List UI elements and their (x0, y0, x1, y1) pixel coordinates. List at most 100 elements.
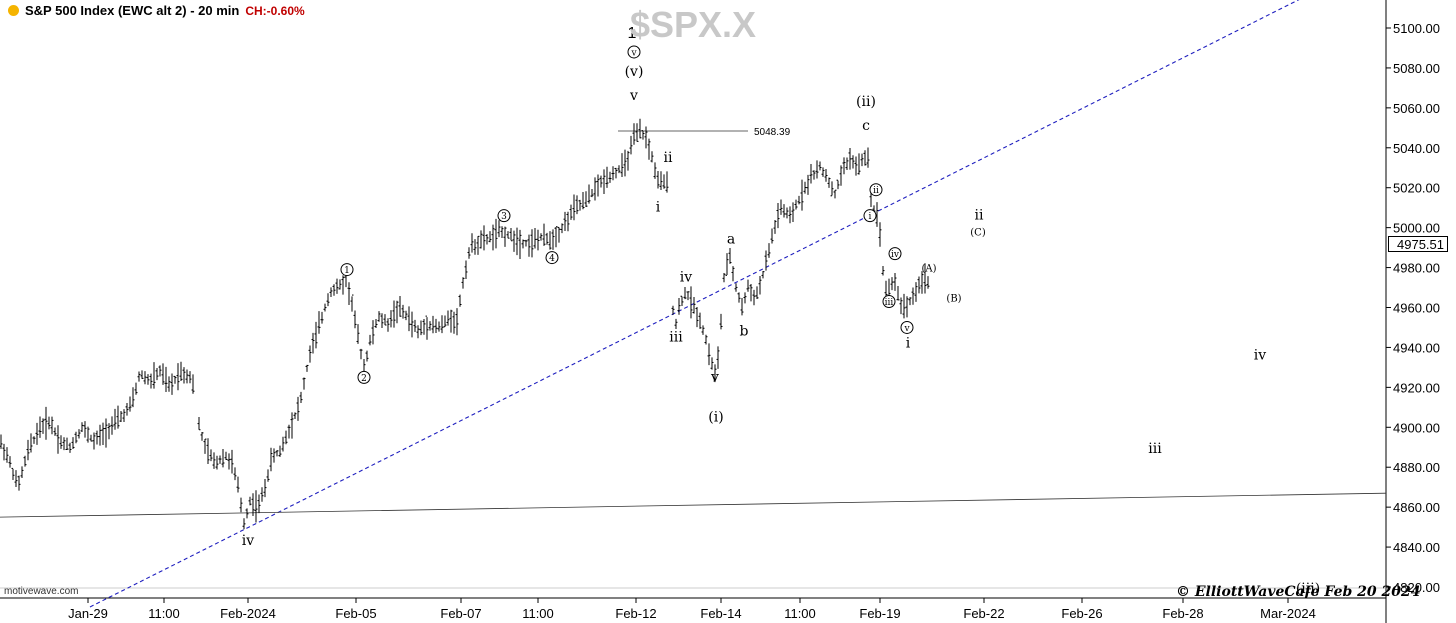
ohlc-bar (764, 250, 768, 271)
ohlc-bar (47, 416, 51, 430)
ohlc-bar (122, 409, 126, 422)
wave-label-circle (869, 183, 883, 197)
ohlc-bar (671, 305, 675, 315)
ohlc-bar (296, 396, 300, 421)
wave-label: ii (975, 208, 984, 224)
ohlc-bar (380, 313, 384, 329)
ohlc-bar (626, 150, 630, 171)
wave-label: (B) (946, 294, 961, 305)
ohlc-bar (413, 319, 417, 332)
wave-label: v (629, 88, 638, 104)
ohlc-bar (491, 224, 495, 251)
ohlc-bar (701, 325, 705, 335)
x-tick-label: Feb-05 (335, 606, 376, 621)
wave-label-circle (882, 295, 896, 309)
ohlc-bar (824, 169, 828, 182)
ohlc-bar (596, 174, 600, 197)
ohlc-bar (38, 416, 42, 438)
ohlc-bar (812, 170, 816, 180)
wave-label: c (862, 118, 870, 134)
ohlc-bar (752, 289, 756, 306)
ohlc-bar (896, 285, 900, 301)
ohlc-bar (878, 222, 882, 247)
ohlc-bar (77, 429, 81, 439)
ohlc-bar (788, 206, 792, 224)
ohlc-bar (53, 427, 57, 436)
ohlc-bar (806, 174, 810, 195)
ohlc-bar (644, 126, 648, 149)
ohlc-bar (617, 165, 621, 174)
copyright-text: © ElliottWaveCafe Feb 20 2024 (1176, 584, 1421, 600)
ohlc-bar (620, 153, 624, 177)
ohlc-bar (167, 376, 171, 392)
y-tick-label: 4820.00 (1393, 580, 1440, 595)
ohlc-bar (437, 321, 441, 332)
ohlc-bar (839, 165, 843, 186)
ohlc-bar (452, 311, 456, 334)
ohlc-bar (428, 321, 432, 331)
ohlc-bar (800, 179, 804, 211)
ohlc-bar (917, 276, 921, 294)
ohlc-bar (269, 447, 273, 472)
ohlc-bar (650, 151, 654, 163)
ohlc-bar (230, 449, 234, 474)
wave-label: iii (1148, 441, 1162, 457)
x-tick-label: Feb-28 (1162, 606, 1203, 621)
ohlc-bar (488, 231, 492, 243)
ohlc-bar (44, 406, 48, 440)
ohlc-bar (785, 207, 789, 219)
ohlc-bar (8, 456, 12, 468)
ohlc-bar (734, 283, 738, 292)
ohlc-bar (647, 138, 651, 160)
ohlc-bar (884, 280, 888, 298)
ohlc-bar (332, 284, 336, 296)
ohlc-bar (368, 334, 372, 346)
ohlc-bar (419, 320, 423, 336)
ohlc-bar (833, 189, 837, 199)
ohlc-bar (539, 233, 543, 241)
ohlc-bar (845, 157, 849, 170)
ohlc-bar (779, 199, 783, 215)
y-tick-label: 5100.00 (1393, 21, 1440, 36)
ohlc-bar (881, 265, 885, 276)
ohlc-bar (614, 167, 618, 179)
ohlc-bar (260, 487, 264, 502)
wave-label: iii (669, 329, 683, 345)
wave-label: a (727, 232, 735, 248)
ohlc-bar (914, 282, 918, 302)
ohlc-bar (494, 218, 498, 249)
y-tick-label: 4880.00 (1393, 460, 1440, 475)
ohlc-bar (407, 306, 411, 332)
ohlc-bar (98, 424, 102, 446)
wave-label-circle (888, 247, 902, 261)
ohlc-bar (713, 364, 717, 383)
ohlc-bar (56, 425, 60, 454)
x-tick-label: Feb-12 (615, 606, 656, 621)
ohlc-bar (416, 325, 420, 339)
ohlc-bar (314, 321, 318, 349)
wave-label: 1 (344, 266, 350, 276)
ohlc-bar (707, 343, 711, 366)
ohlc-bar (95, 430, 99, 445)
ohlc-bar (911, 287, 915, 305)
ohlc-bar (293, 412, 297, 419)
wave-label: b (740, 323, 749, 339)
ohlc-bar (218, 455, 222, 464)
ohlc-bar (395, 300, 399, 324)
ohlc-bar (41, 418, 45, 434)
chart-title: S&P 500 Index (EWC alt 2) - 20 min (25, 3, 240, 18)
ohlc-bar (719, 313, 723, 330)
ohlc-bar (188, 371, 192, 384)
wave-label: i (906, 335, 911, 351)
ohlc-bar (902, 293, 906, 319)
ohlc-bar (350, 294, 354, 312)
ohlc-bar (710, 357, 714, 370)
ohlc-bar (233, 467, 237, 481)
ohlc-bar (392, 300, 396, 328)
ohlc-bar (290, 412, 294, 439)
ohlc-bar (29, 433, 33, 453)
ohlc-bar (143, 371, 147, 385)
ohlc-bar (821, 167, 825, 177)
ohlc-bar (677, 297, 681, 315)
